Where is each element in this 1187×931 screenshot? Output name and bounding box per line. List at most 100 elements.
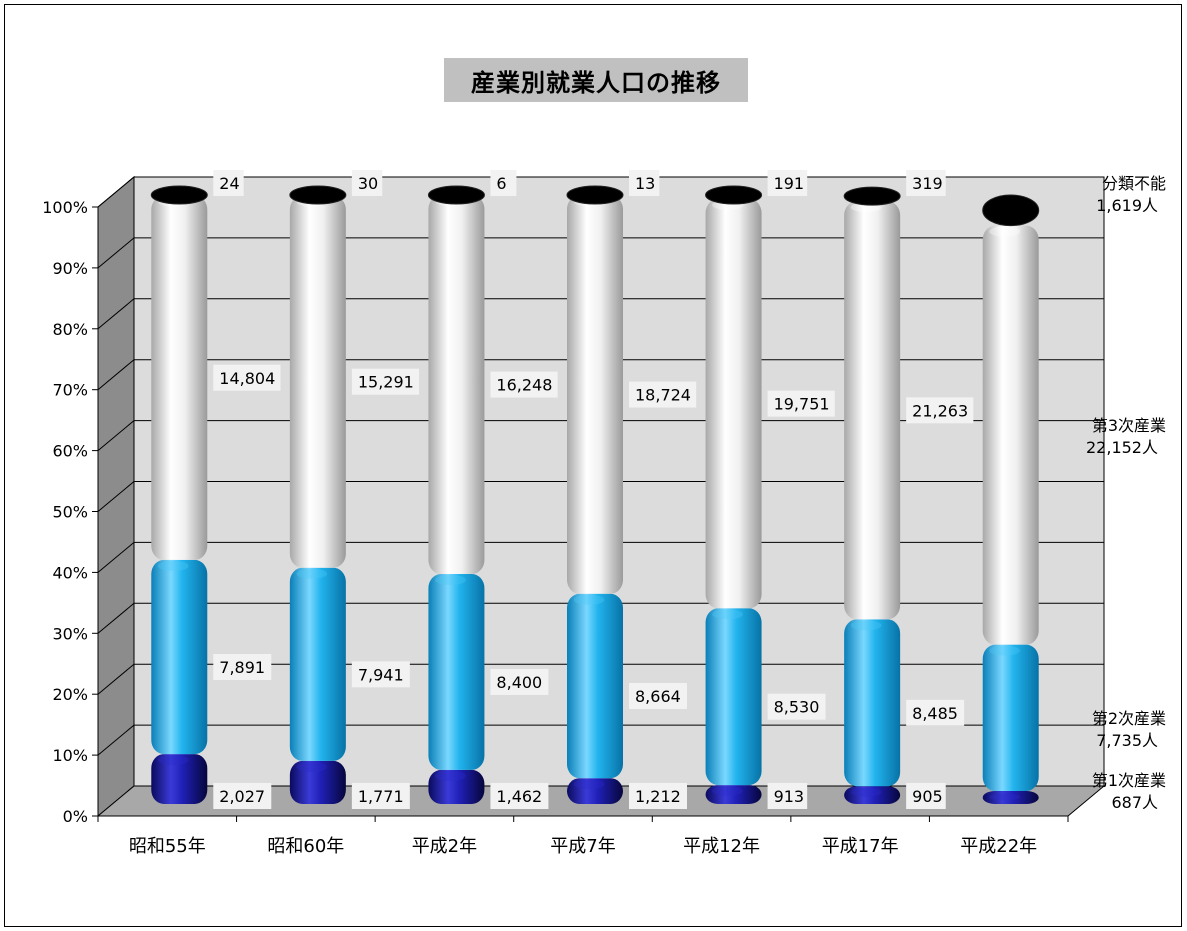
bar-highlight	[573, 594, 605, 605]
data-label: 8,400	[496, 673, 542, 692]
y-tick-label: 80%	[52, 320, 88, 339]
data-label: 13	[635, 174, 655, 193]
data-label-box	[767, 170, 808, 196]
data-label: 21,263	[912, 401, 968, 420]
data-label-box	[629, 683, 687, 710]
y-tick-label: 0%	[63, 807, 88, 826]
data-label-box	[490, 668, 549, 695]
series-label-value: 1,619人	[1096, 196, 1158, 215]
data-label: 1,462	[496, 787, 542, 806]
series-label-name: 第2次産業	[1092, 709, 1166, 728]
y-tick-label: 50%	[52, 503, 88, 522]
gridline	[97, 663, 1104, 695]
data-label-box	[213, 364, 281, 391]
bar-cap	[150, 185, 208, 205]
data-label: 14,804	[219, 369, 275, 388]
bar-segment-第2次産業	[289, 567, 346, 761]
bar-segment-分類不能	[982, 194, 1040, 227]
series-label-value: 687人	[1111, 793, 1158, 812]
data-label: 8,664	[635, 687, 681, 706]
bar-highlight	[712, 609, 743, 620]
bar-segment-第1次産業	[428, 769, 485, 804]
data-label-box	[629, 783, 687, 809]
bar	[151, 195, 208, 560]
series-label-value: 22,152人	[1086, 438, 1158, 457]
bar	[428, 574, 485, 770]
data-label: 18,724	[635, 386, 691, 405]
data-label: 8,530	[774, 698, 820, 717]
x-tick-label: 平成17年	[822, 836, 899, 857]
bar	[428, 195, 485, 575]
bar-segment-分類不能	[150, 185, 208, 205]
bar-segment-分類不能	[566, 185, 624, 205]
bar-segment-第3次産業	[567, 195, 623, 594]
bar-highlight	[989, 226, 1021, 237]
y-tick-label: 30%	[52, 624, 88, 643]
bar	[151, 754, 208, 804]
bar	[428, 769, 485, 804]
data-label: 7,941	[358, 665, 404, 684]
bar-segment-第2次産業	[567, 593, 623, 779]
x-tick-label: 平成12年	[683, 836, 760, 857]
y-tick-label: 90%	[52, 259, 88, 278]
data-label: 7,891	[219, 658, 265, 677]
data-label-box	[213, 170, 244, 196]
bar-highlight	[989, 645, 1021, 656]
data-label-box	[767, 783, 808, 809]
series-label-name: 分類不能	[1102, 174, 1166, 193]
series-label-name: 第1次産業	[1092, 771, 1166, 790]
data-label-box	[490, 170, 517, 196]
bar-segment-第3次産業	[428, 195, 485, 575]
data-label-box	[351, 170, 383, 196]
bar-segment-第3次産業	[705, 198, 762, 609]
y-tick-label: 60%	[52, 442, 88, 461]
y-tick-label: 10%	[52, 746, 88, 765]
bar-segment-分類不能	[843, 186, 901, 206]
x-tick-label: 昭和55年	[129, 836, 206, 857]
series-label-value: 7,735人	[1096, 731, 1158, 750]
x-tick-label: 平成22年	[960, 836, 1037, 857]
data-label-box	[906, 699, 965, 726]
bar	[705, 608, 762, 786]
data-label-box	[490, 783, 549, 809]
bar	[567, 593, 623, 779]
data-label: 191	[774, 174, 805, 193]
chart-title: 産業別就業人口の推移	[471, 68, 721, 97]
bar-segment-第2次産業	[844, 619, 901, 787]
bar-segment-第2次産業	[982, 644, 1039, 792]
y-tick-label: 40%	[52, 563, 88, 582]
data-label: 19,751	[774, 395, 830, 414]
bar-cap	[289, 185, 347, 205]
bar-highlight	[435, 575, 466, 586]
bar	[844, 201, 901, 620]
gridline	[97, 359, 1104, 391]
y-tick-label: 20%	[52, 685, 88, 704]
data-label: 2,027	[219, 787, 265, 806]
bar	[567, 195, 623, 594]
gridline	[97, 481, 1104, 512]
bar-segment-分類不能	[289, 185, 347, 205]
bar-segment-第1次産業	[982, 791, 1039, 804]
bar-highlight	[573, 779, 605, 790]
bar-segment-第2次産業	[151, 559, 208, 755]
x-tick-label: 平成2年	[412, 836, 477, 857]
bar	[151, 559, 208, 755]
data-label: 913	[774, 787, 805, 806]
bar-cap	[843, 186, 901, 206]
data-label: 16,248	[496, 376, 552, 395]
bar-highlight	[296, 568, 328, 579]
bar	[289, 760, 346, 804]
bar-highlight	[712, 786, 743, 796]
y-tick-label: 100%	[42, 198, 88, 217]
bar-segment-第3次産業	[844, 201, 901, 620]
gridline	[97, 724, 1104, 756]
bar-segment-第1次産業	[151, 754, 208, 804]
bar-cap	[427, 185, 485, 205]
series-label-name: 第3次産業	[1092, 416, 1166, 435]
bar-segment-第3次産業	[982, 225, 1039, 645]
bar-highlight	[157, 560, 189, 571]
data-label-box	[906, 170, 946, 196]
data-label-box	[767, 693, 826, 720]
bar-segment-第2次産業	[428, 574, 485, 770]
